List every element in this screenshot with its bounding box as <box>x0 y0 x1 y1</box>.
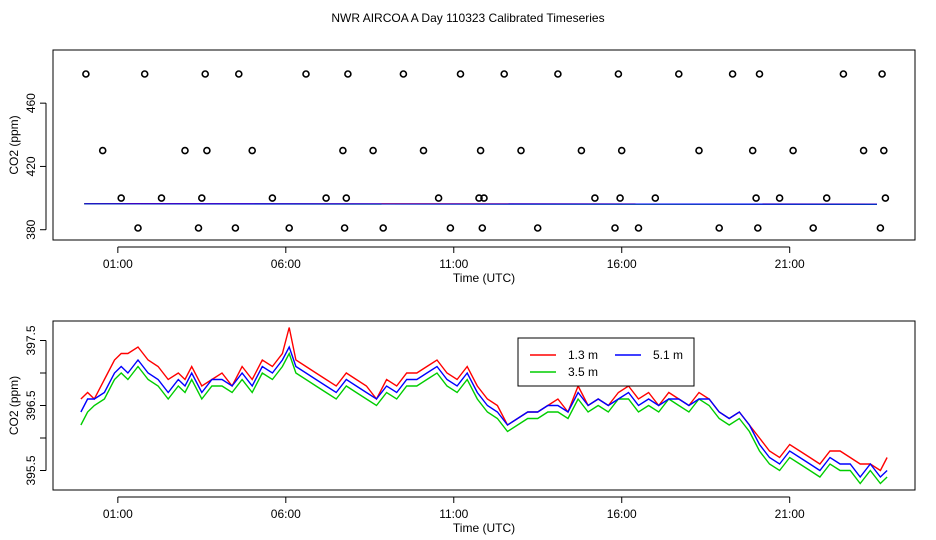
data-point <box>248 146 256 155</box>
data-point <box>879 146 888 155</box>
y-axis-label: CO2 (ppm) <box>7 376 21 435</box>
x-tick-label: 06:00 <box>271 257 301 271</box>
data-point <box>651 194 660 202</box>
x-tick-label: 01:00 <box>103 507 133 521</box>
data-point <box>748 146 757 155</box>
x-tick-label: 11:00 <box>439 257 468 271</box>
data-point <box>674 70 683 78</box>
data-point <box>419 146 428 155</box>
data-point <box>715 224 724 232</box>
data-point <box>859 146 868 155</box>
legend-box <box>517 337 695 387</box>
data-point <box>634 224 643 232</box>
data-point <box>339 146 347 155</box>
data-point <box>591 194 599 202</box>
data-point <box>755 70 764 78</box>
data-point <box>728 70 737 78</box>
x-tick-label: 21:00 <box>775 257 805 271</box>
data-point <box>577 146 586 155</box>
x-tick-label: 01:00 <box>103 257 133 271</box>
y-tick-label: 395.5 <box>24 455 38 485</box>
plot-1-lines <box>84 203 878 205</box>
data-point <box>369 146 377 155</box>
data-point <box>554 70 562 78</box>
data-point <box>181 146 189 155</box>
data-point <box>344 70 352 78</box>
data-point <box>322 194 330 202</box>
data-point <box>231 224 240 232</box>
data-point <box>876 224 885 232</box>
data-point <box>878 70 886 78</box>
plot-2: 01:00 06:00 11:00 16:00 21:00 Time (UTC) 395.5… <box>7 320 916 535</box>
legend-label: 1.3 m <box>568 348 598 362</box>
legend: 1.3 m 5.1 m 3.5 m <box>517 337 695 387</box>
data-point <box>822 194 831 202</box>
data-point <box>775 194 784 202</box>
series-line-51m <box>80 345 888 479</box>
data-point <box>340 224 349 232</box>
data-point <box>480 194 488 202</box>
data-point <box>752 194 760 202</box>
x-tick-label: 21:00 <box>775 507 805 521</box>
figure-title: NWR AIRCOA A Day 110323 Calibrated Times… <box>331 11 604 25</box>
data-point <box>881 194 890 202</box>
data-point <box>616 194 624 202</box>
data-point <box>475 194 483 202</box>
x-tick-label: 16:00 <box>607 507 637 521</box>
data-point <box>302 70 310 78</box>
x-tick-label: 11:00 <box>439 507 468 521</box>
data-point <box>476 146 485 155</box>
data-point <box>140 70 149 78</box>
y-axis-label: CO2 (ppm) <box>7 115 21 174</box>
data-point <box>98 146 107 155</box>
data-point <box>198 194 206 202</box>
data-point <box>695 146 703 155</box>
x-axis-label: Time (UTC) <box>453 271 515 285</box>
plot-frame <box>52 49 916 241</box>
data-point <box>614 70 623 78</box>
data-point <box>194 224 203 232</box>
data-point <box>157 194 166 202</box>
plot-1: 01:00 06:00 11:00 16:00 21:00 Time (UTC) 380 42… <box>7 49 916 285</box>
data-point <box>611 224 619 232</box>
y-tick-label: 420 <box>24 156 38 176</box>
data-point <box>201 70 209 78</box>
data-point <box>839 70 848 78</box>
data-point <box>268 194 277 202</box>
data-point <box>379 224 388 232</box>
data-point <box>434 194 443 202</box>
data-point <box>446 224 455 232</box>
data-point <box>478 224 487 232</box>
y-tick-label: 460 <box>24 93 38 113</box>
x-tick-label: 16:00 <box>607 257 637 271</box>
data-point <box>456 70 465 78</box>
data-point <box>235 70 243 78</box>
legend-label: 5.1 m <box>653 348 683 362</box>
data-point <box>134 224 142 232</box>
x-axis-label: Time (UTC) <box>453 521 515 535</box>
data-point <box>809 224 818 232</box>
data-point <box>203 146 211 155</box>
data-point <box>517 146 525 155</box>
data-point <box>285 224 294 232</box>
plot-frame <box>52 320 916 491</box>
data-point <box>117 194 125 202</box>
legend-label: 3.5 m <box>568 365 598 379</box>
y-tick-label: 380 <box>24 219 38 239</box>
data-point <box>533 224 542 232</box>
data-point <box>617 146 626 155</box>
data-point <box>82 70 90 78</box>
data-point <box>399 70 408 78</box>
data-point <box>789 146 797 155</box>
data-point <box>500 70 509 78</box>
y-tick-label: 396.5 <box>24 390 38 420</box>
data-point <box>753 224 762 232</box>
y-tick-label: 397.5 <box>24 325 38 355</box>
x-tick-label: 06:00 <box>271 507 301 521</box>
data-point <box>342 194 351 202</box>
series-line-35m <box>80 351 888 485</box>
